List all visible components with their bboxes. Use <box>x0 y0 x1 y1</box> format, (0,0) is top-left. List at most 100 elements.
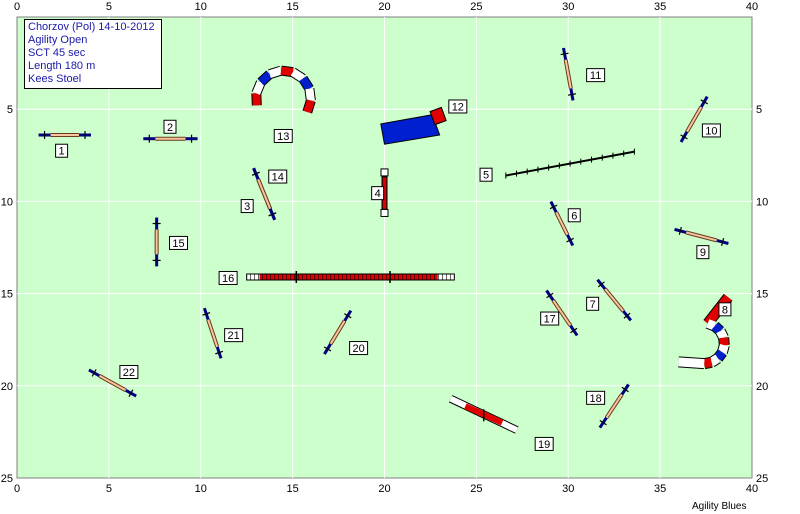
jump-bar <box>604 288 625 312</box>
obstacle-number-19: 19 <box>534 436 554 451</box>
y-tick-right: 25 <box>756 473 768 485</box>
jump-14 <box>251 167 277 221</box>
weave-poles-5 <box>505 148 635 179</box>
jump-stand <box>251 171 260 176</box>
x-tick-bottom: 35 <box>654 483 666 495</box>
tire-body <box>382 177 387 209</box>
jump-stand <box>128 389 134 397</box>
obstacle-number-4: 4 <box>371 186 385 201</box>
number-box <box>163 119 177 134</box>
number-text: 19 <box>538 439 550 451</box>
number-text: 9 <box>700 247 706 259</box>
x-tick-bottom: 20 <box>378 483 390 495</box>
tunnel-8 <box>678 293 733 370</box>
tunnel-segment <box>252 80 265 95</box>
jump-bar <box>329 320 346 345</box>
number-box <box>701 123 721 138</box>
obstacles <box>38 47 733 434</box>
number-text: 1 <box>59 146 65 158</box>
x-tick-bottom: 40 <box>746 483 758 495</box>
jump-18 <box>598 383 630 429</box>
tunnel-segment <box>703 357 713 369</box>
course-length: Length 180 m <box>28 60 96 72</box>
number-box <box>479 167 493 182</box>
jump-7 <box>596 278 633 322</box>
jump-bar <box>207 319 219 348</box>
jump-stand <box>566 237 574 243</box>
obstacle-number-20: 20 <box>349 341 369 356</box>
tunnel-segment <box>709 354 721 367</box>
jump-10 <box>679 95 709 143</box>
number-text: 14 <box>272 172 284 184</box>
number-text: 17 <box>544 314 556 326</box>
tunnel-segment <box>299 76 313 91</box>
jump-bar <box>685 231 718 242</box>
jump-bar <box>555 211 569 236</box>
jump-stand <box>323 346 332 352</box>
tunnel-segment <box>711 322 724 335</box>
obstacle-number-14: 14 <box>268 169 288 184</box>
jump-stand <box>268 212 277 217</box>
x-tick-top: 25 <box>470 1 482 13</box>
jump-21 <box>202 307 224 359</box>
x-tick-bottom: 0 <box>14 483 20 495</box>
number-box <box>218 270 238 285</box>
x-tick-bottom: 5 <box>106 483 112 495</box>
tire-post-bottom <box>380 208 389 217</box>
jump-2 <box>143 134 198 143</box>
obstacle-number-22: 22 <box>119 365 139 380</box>
jump-stand <box>570 327 578 334</box>
number-box <box>540 311 560 326</box>
number-text: 5 <box>483 170 489 182</box>
x-tick-top: 0 <box>14 1 20 13</box>
number-box <box>349 341 369 356</box>
obstacle-number-18: 18 <box>586 390 606 405</box>
x-tick-bottom: 30 <box>562 483 574 495</box>
number-box <box>718 302 732 317</box>
jump-stand <box>215 350 224 355</box>
number-box <box>224 328 244 343</box>
number-text: 10 <box>705 125 717 137</box>
number-text: 6 <box>571 210 577 222</box>
number-box <box>119 365 139 380</box>
jump-stand <box>599 419 607 426</box>
jump-stand <box>700 99 708 105</box>
number-text: 15 <box>172 238 184 250</box>
x-tick-bottom: 10 <box>195 483 207 495</box>
tunnel-segment <box>305 88 315 102</box>
dog-walk-16 <box>246 271 455 284</box>
y-tick-right: 15 <box>756 289 768 301</box>
tunnel-segment <box>678 357 705 369</box>
jump-bar <box>686 106 703 133</box>
y-tick-left: 10 <box>1 196 13 208</box>
jump-stand <box>549 204 558 210</box>
obstacle-number-12: 12 <box>448 99 468 114</box>
jump-stand <box>597 281 605 288</box>
number-text: 2 <box>167 122 173 134</box>
x-tick-top: 40 <box>746 1 758 13</box>
jump-bar <box>98 374 127 392</box>
number-text: 22 <box>123 367 135 379</box>
jump-15 <box>152 217 161 267</box>
jump-stand <box>721 237 725 246</box>
course-judge: Kees Stoel <box>28 73 82 85</box>
tunnel-segment <box>303 99 315 114</box>
jump-stand <box>680 134 688 140</box>
obstacle-number-11: 11 <box>586 68 606 83</box>
seesaw-19 <box>448 395 519 434</box>
x-tick-top: 35 <box>654 1 666 13</box>
tunnel-segment <box>718 343 729 354</box>
obstacle-number-6: 6 <box>567 208 581 223</box>
jump-11 <box>560 47 576 101</box>
x-tick-bottom: 25 <box>470 483 482 495</box>
x-tick-bottom: 15 <box>287 483 299 495</box>
obstacle-number-10: 10 <box>701 123 721 138</box>
y-tick-left: 20 <box>1 381 13 393</box>
y-tick-left: 15 <box>1 289 13 301</box>
jump-stand <box>344 313 352 319</box>
obstacle-number-3: 3 <box>240 199 254 214</box>
number-box <box>586 390 606 405</box>
tunnel-segment <box>716 329 728 340</box>
number-text: 13 <box>277 131 289 143</box>
